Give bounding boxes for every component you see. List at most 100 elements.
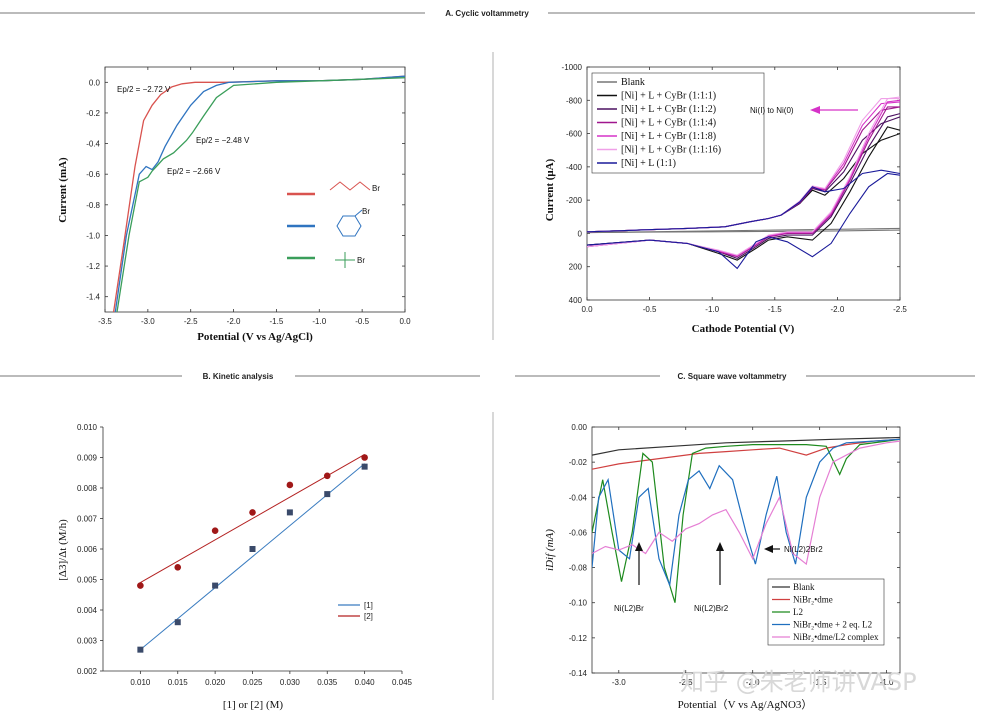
cv-right-xtick-label: -0.5: [643, 305, 657, 314]
swv-arrowhead-3: [764, 545, 773, 553]
kinetic-fit-line: [140, 454, 365, 583]
cv-left-legend-label: Br: [372, 184, 380, 193]
cv-left-ylabel: Current (mA): [57, 157, 69, 223]
kinetic-xtick-label: 0.010: [130, 678, 151, 687]
cv-right-legend-box: [591, 72, 765, 174]
cv-right-legend-label: [Ni] + L + CyBr (1:1:2): [621, 104, 716, 115]
swv-annotation-3: Ni(L2)2Br2: [784, 545, 823, 554]
swv-series-line: [592, 438, 900, 470]
kinetic-xtick-label: 0.025: [242, 678, 263, 687]
cv-right-ytick-label: -800: [566, 96, 583, 105]
cv-right-xtick-label: -1.5: [768, 305, 782, 314]
kinetic-point-square: [137, 646, 144, 653]
cv-right-xtick-label: -2.0: [831, 305, 845, 314]
cv-left-ytick-label: -0.4: [86, 140, 100, 149]
kinetic-ylabel: [Δ3]/Δt (M/h): [57, 519, 69, 581]
cv-left-xtick-label: -2.5: [184, 317, 198, 326]
cv-right-series-reverse: [587, 227, 900, 234]
cv-left-xtick-label: -1.5: [270, 317, 284, 326]
cv-right-legend-label: [Ni] + L + CyBr (1:1:4): [621, 118, 716, 129]
swv-arrowhead-1: [635, 542, 643, 551]
swv-series-group: [592, 436, 900, 603]
cv-right-series-group: [587, 96, 900, 270]
kinetic-point-circle: [249, 509, 256, 516]
cv-left-chart: -3.5 -3.0 -2.5 -2.0 -1.5 -1.0 -0.5 0.0 0.0 -0.2 -0…: [57, 66, 411, 343]
cv-left-ytick-label: -1.2: [86, 262, 100, 271]
cv-left-xtick-label: -1.0: [312, 317, 326, 326]
cv-left-series-line: [116, 77, 405, 312]
cv-left-annotation-blue: Ep/2 = −2.66 V: [167, 167, 221, 176]
cyclohexyl-bromide-structure: [336, 215, 362, 237]
kinetic-xtick-label: 0.030: [280, 678, 301, 687]
swv-legend-label: Blank: [793, 582, 815, 592]
swv-series-line: [592, 438, 900, 603]
swv-series-line: [592, 436, 900, 456]
kinetic-point-square: [212, 582, 219, 589]
cv-right-xlabel: Cathode Potential (V): [692, 323, 795, 335]
swv-ylabel: iDif (mA): [544, 529, 556, 571]
swv-chart: -3.0 -2.5 -2.0 -1.5 -1.0 0.00 -0.02 -0.04 -0.06 -…: [544, 423, 901, 711]
cv-left-series-line: [114, 75, 405, 312]
kinetic-fit-line: [140, 463, 365, 651]
cv-right-arrow-head: [810, 106, 820, 114]
kinetic-ytick-label: 0.003: [77, 637, 98, 646]
cv-left-series-group: [112, 75, 405, 312]
cv-left-xtick-label: -3.0: [141, 317, 155, 326]
cv-left-ytick-label: 0.0: [89, 78, 101, 87]
cv-right-ytick-label: 400: [569, 296, 583, 305]
cv-right-xtick-label: -1.0: [705, 305, 719, 314]
swv-arrowhead-2: [716, 542, 724, 551]
cv-left-series-line: [112, 75, 405, 312]
swv-legend-label: NiBr₂•dme/L2 complex: [793, 632, 879, 642]
swv-xlabel: Potential（V vs Ag/AgNO3）: [678, 698, 813, 711]
kinetic-point-circle: [286, 481, 294, 489]
cv-right-xtick-label: 0.0: [581, 305, 593, 314]
kinetic-point-circle: [211, 527, 219, 534]
cv-right-xtick-label: -2.5: [893, 305, 907, 314]
kinetic-point-circle: [323, 472, 331, 480]
swv-ytick-label: -0.06: [569, 528, 588, 537]
cv-right-legend-label: [Ni] + L (1:1): [621, 158, 676, 169]
cv-left-xlabel: Potential (V vs Ag/AgCl): [197, 331, 313, 343]
swv-xtick-label: -2.0: [746, 678, 760, 687]
cv-right-series-forward: [587, 169, 900, 233]
butyl-bromide-structure: [329, 181, 371, 191]
cv-left-annotation-red: Ep/2 = −2.72 V: [117, 85, 171, 94]
kinetic-ytick-label: 0.005: [77, 576, 98, 585]
kinetic-chart: 0.010 0.015 0.020 0.025 0.030 0.035 0.040 0.045…: [57, 423, 413, 711]
cv-right-ytick-label: -200: [566, 196, 583, 205]
kinetic-point-circle: [361, 454, 368, 461]
cv-right-legend-label: [Ni] + L + CyBr (1:1:1): [621, 91, 716, 102]
section-c-title: C. Square wave voltammetry: [678, 372, 787, 381]
swv-ytick-label: -0.10: [569, 599, 588, 608]
swv-series-line: [592, 438, 900, 588]
cv-right-ylabel: Current (μA): [544, 158, 556, 221]
swv-ytick-label: -0.08: [569, 564, 588, 573]
cv-left-ytick-label: -1.0: [86, 231, 100, 240]
kinetic-ytick-label: 0.007: [77, 515, 98, 524]
cv-left-xtick-label: 0.0: [399, 317, 411, 326]
swv-ytick-label: 0.00: [571, 423, 587, 432]
cv-left-xtick-label: -3.5: [98, 317, 112, 326]
cv-right-annotation: Ni(I) to Ni(0): [750, 106, 794, 115]
swv-ytick-label: -0.02: [569, 458, 588, 467]
cv-left-ytick-label: -0.2: [86, 109, 100, 118]
cv-left-ytick-label: -0.8: [86, 201, 100, 210]
cv-right-series-reverse: [587, 172, 900, 270]
kinetic-ytick-label: 0.002: [77, 667, 98, 676]
kinetic-xtick-label: 0.035: [317, 678, 338, 687]
swv-ytick-label: -0.04: [569, 493, 588, 502]
cv-right-ytick-label: -1000: [562, 63, 583, 72]
swv-legend-label: NiBr₂•dme: [793, 595, 833, 605]
kinetic-point-square: [286, 509, 293, 516]
kinetic-xtick-label: 0.045: [392, 678, 413, 687]
kinetic-point-square: [324, 491, 331, 498]
kinetic-ytick-label: 0.010: [77, 423, 98, 432]
kinetic-ytick-label: 0.008: [77, 484, 98, 493]
cv-right-legend-label: Blank: [621, 77, 645, 88]
swv-ytick-label: -0.12: [569, 634, 588, 643]
cv-left-ytick-label: -0.6: [86, 170, 100, 179]
cv-right-legend-label: [Ni] + L + CyBr (1:1:8): [621, 131, 716, 142]
cv-right-ytick-label: 200: [569, 263, 583, 272]
